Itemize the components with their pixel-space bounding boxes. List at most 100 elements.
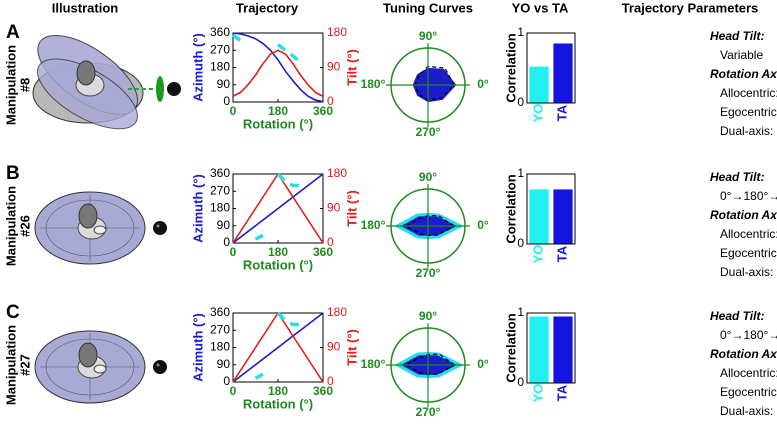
y-tick-label: 1 <box>517 305 524 319</box>
column-header: Trajectory Parameters <box>622 0 759 15</box>
series-line <box>276 43 302 64</box>
y2-tick-label: 180 <box>327 305 347 319</box>
bar <box>553 43 573 103</box>
x-tick-label: YO <box>530 245 545 264</box>
x-tick-label: 180 <box>268 245 288 259</box>
y-tick-label: 0 <box>517 236 524 250</box>
y-axis-label: Azimuth (°) <box>190 174 205 243</box>
x-tick-label: 360 <box>313 384 333 398</box>
series-line <box>232 312 324 383</box>
y-tick-label: 90 <box>217 218 231 232</box>
y-tick-label: 360 <box>210 25 230 39</box>
angle-label: 90° <box>419 170 437 184</box>
illustration <box>32 35 181 130</box>
x-tick-label: TA <box>554 384 569 401</box>
x-tick-label: 360 <box>313 245 333 259</box>
plot-frame <box>526 312 576 384</box>
param-heading: Rotation Axis: <box>710 347 777 361</box>
bar <box>553 189 573 244</box>
text-part: Dual-axis: 1 <box>720 265 777 279</box>
x-tick-label: TA <box>554 245 569 262</box>
tuning-curve <box>404 353 456 375</box>
x-tick-label: 0 <box>230 384 237 398</box>
angle-label: 180° <box>361 357 386 371</box>
series-line <box>254 372 264 380</box>
illustration <box>34 191 168 265</box>
y2-tick-label: 90 <box>327 340 341 354</box>
angle-label: 90° <box>419 309 437 323</box>
column-header: Trajectory <box>236 0 299 15</box>
manipulation-label: Manipulation <box>3 45 18 125</box>
y-tick-label: 0 <box>223 374 230 388</box>
y-tick-label: 180 <box>210 340 230 354</box>
param-heading: Rotation Axis: <box>710 67 777 81</box>
series-line <box>232 32 324 103</box>
x-tick-label: YO <box>530 384 545 403</box>
y-axis-label: Azimuth (°) <box>190 313 205 382</box>
y2-tick-label: 90 <box>327 201 341 215</box>
x-axis-label: Rotation (°) <box>243 257 313 272</box>
param-value: Allocentric: Variable <box>720 227 777 241</box>
y-tick-label: 0 <box>223 94 230 108</box>
y2-tick-label: 0 <box>327 94 334 108</box>
y2-axis-label: Tilt (°) <box>344 329 359 366</box>
manipulation-label: #26 <box>17 215 32 237</box>
param-heading: Head Tilt: <box>710 170 764 184</box>
x-tick-label: 180 <box>268 104 288 118</box>
bar <box>553 316 573 383</box>
y-tick-label: 360 <box>210 166 230 180</box>
param-value: 0°→180°→0° <box>720 189 777 203</box>
y2-tick-label: 0 <box>327 374 334 388</box>
param-value: Egocentric: Variable <box>720 385 777 399</box>
y-axis-label: Correlation <box>503 174 518 243</box>
y-tick-label: 0 <box>223 235 230 249</box>
text-part: Dual-axis: 1 <box>720 124 777 138</box>
param-value: Allocentric: Earth-Horizontal <box>720 86 777 100</box>
manipulation-label: Manipulation <box>3 186 18 266</box>
y-tick-label: 1 <box>517 166 524 180</box>
manipulation-label: #8 <box>17 78 32 92</box>
y-tick-label: 180 <box>210 201 230 215</box>
manipulation-label: Manipulation <box>3 325 18 405</box>
y2-tick-label: 90 <box>327 60 341 74</box>
x-tick-label: TA <box>554 104 569 121</box>
plot-frame <box>526 32 576 104</box>
y-tick-label: 270 <box>210 42 230 56</box>
y-tick-label: 270 <box>210 322 230 336</box>
param-heading: Rotation Axis: <box>710 208 777 222</box>
param-value: 0°→180°→0° <box>720 328 777 342</box>
y-tick-label: 1 <box>517 25 524 39</box>
column-header: Illustration <box>52 0 119 15</box>
y2-tick-label: 180 <box>327 166 347 180</box>
bar <box>529 66 549 103</box>
text-part: Dual-axis: 1 <box>720 404 777 418</box>
y-tick-label: 270 <box>210 183 230 197</box>
bar <box>529 316 549 383</box>
x-tick-label: 0 <box>230 245 237 259</box>
angle-label: 0° <box>477 357 489 371</box>
plot-frame <box>232 32 324 103</box>
series-line <box>232 173 324 244</box>
tuning-curve <box>404 214 456 236</box>
x-axis-label: Rotation (°) <box>243 396 313 411</box>
x-axis-label: Rotation (°) <box>243 116 313 131</box>
y-axis-label: Azimuth (°) <box>190 33 205 102</box>
x-tick-label: 0 <box>230 104 237 118</box>
param-value: Dual-axis: 1st + 2nd + null axis <box>720 263 777 279</box>
plot-frame <box>526 173 576 245</box>
series-line <box>232 49 324 97</box>
param-heading: Head Tilt: <box>710 29 764 43</box>
param-value: Egocentric: Yaw+Roll <box>720 105 777 119</box>
y-tick-label: 180 <box>210 60 230 74</box>
y-tick-label: 90 <box>217 77 231 91</box>
panel-letter: A <box>6 22 20 43</box>
y-tick-label: 360 <box>210 305 230 319</box>
panel-letter: B <box>6 163 20 184</box>
y-tick-label: 90 <box>217 357 231 371</box>
y2-axis-label: Tilt (°) <box>344 190 359 227</box>
param-value: Variable <box>720 48 763 62</box>
param-value: Egocentric: Variable <box>720 246 777 260</box>
param-value: Dual-axis: 1st + 2nd + null axis <box>720 402 777 418</box>
series-line <box>276 172 301 188</box>
y-axis-label: Correlation <box>503 33 518 102</box>
